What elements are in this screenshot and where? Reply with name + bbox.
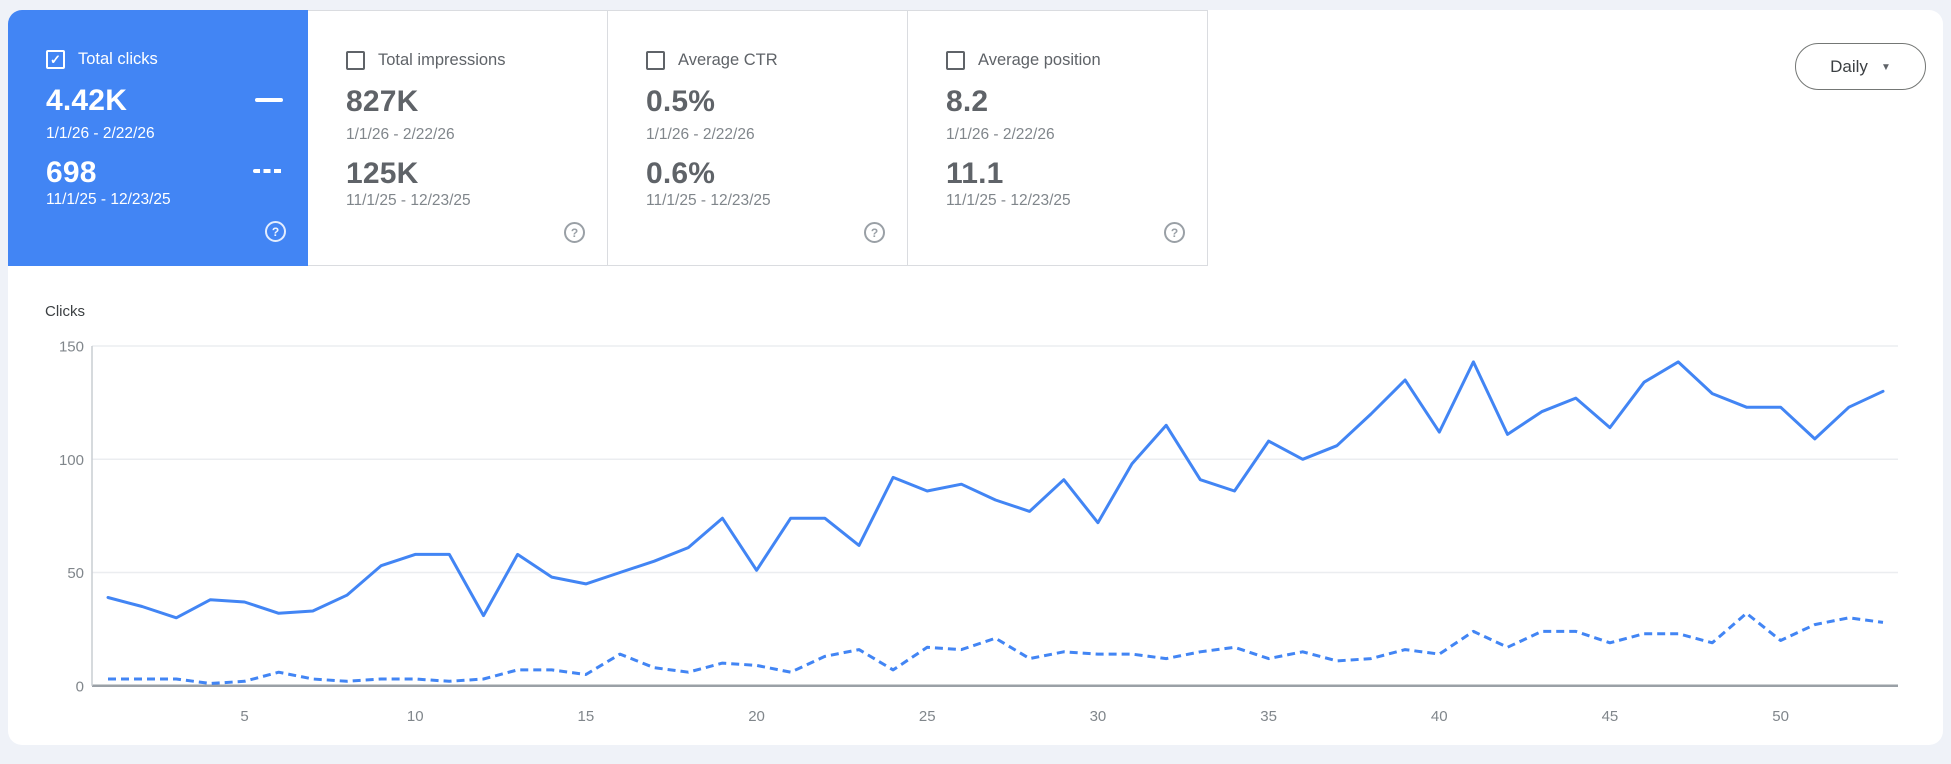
performance-panel: ✓ Total clicks 4.42K 1/1/26 - 2/22/26 69… <box>8 10 1943 745</box>
card-header: ✓ Total clicks <box>46 50 158 69</box>
granularity-dropdown[interactable]: Daily ▼ <box>1795 43 1926 90</box>
metric-value-current: 0.5% <box>646 85 716 118</box>
svg-text:50: 50 <box>1772 708 1789 725</box>
svg-text:40: 40 <box>1431 708 1448 725</box>
svg-text:45: 45 <box>1602 708 1619 725</box>
metric-value-previous: 125K <box>346 157 419 190</box>
clicks-line-chart[interactable]: 0 50 100 150 5 10 15 20 25 30 35 40 45 50 <box>38 336 1918 736</box>
svg-text:35: 35 <box>1260 708 1277 725</box>
metric-range-current: 1/1/26 - 2/22/26 <box>946 126 1055 143</box>
svg-text:50: 50 <box>67 565 84 582</box>
metric-card-total-clicks[interactable]: ✓ Total clicks 4.42K 1/1/26 - 2/22/26 69… <box>8 10 308 266</box>
card-label: Average position <box>978 51 1101 69</box>
checkbox-unchecked-icon[interactable] <box>946 51 965 70</box>
svg-text:15: 15 <box>578 708 595 725</box>
svg-text:25: 25 <box>919 708 936 725</box>
metric-value-previous: 698 <box>46 156 97 189</box>
metric-card-average-ctr[interactable]: Average CTR 0.5% 1/1/26 - 2/22/26 0.6% 1… <box>608 10 908 266</box>
help-icon[interactable]: ? <box>564 222 585 243</box>
svg-text:100: 100 <box>59 452 84 469</box>
metric-value-previous: 0.6% <box>646 157 716 190</box>
svg-text:10: 10 <box>407 708 424 725</box>
svg-text:150: 150 <box>59 339 84 356</box>
help-icon[interactable]: ? <box>864 222 885 243</box>
svg-text:30: 30 <box>1090 708 1107 725</box>
card-label: Total clicks <box>78 50 158 68</box>
metric-value-current: 4.42K <box>46 84 128 117</box>
help-icon[interactable]: ? <box>265 221 286 242</box>
solid-line-legend-icon <box>255 98 283 102</box>
metric-range-previous: 11/1/25 - 12/23/25 <box>46 191 171 208</box>
series-solid-line <box>106 360 1885 620</box>
card-label: Total impressions <box>378 51 506 69</box>
metric-range-previous: 11/1/25 - 12/23/25 <box>346 192 471 209</box>
metric-range-previous: 11/1/25 - 12/23/25 <box>946 192 1071 209</box>
card-header: Total impressions <box>346 51 505 70</box>
metric-range-current: 1/1/26 - 2/22/26 <box>346 126 455 143</box>
metric-range-current: 1/1/26 - 2/22/26 <box>646 126 755 143</box>
card-header: Average CTR <box>646 51 778 70</box>
card-label: Average CTR <box>678 51 778 69</box>
card-header: Average position <box>946 51 1101 70</box>
metric-range-previous: 11/1/25 - 12/23/25 <box>646 192 771 209</box>
checkbox-unchecked-icon[interactable] <box>646 51 665 70</box>
help-icon[interactable]: ? <box>1164 222 1185 243</box>
metric-card-total-impressions[interactable]: Total impressions 827K 1/1/26 - 2/22/26 … <box>308 10 608 266</box>
series-dashed-line <box>108 611 1884 685</box>
checkbox-unchecked-icon[interactable] <box>346 51 365 70</box>
metric-cards-row: ✓ Total clicks 4.42K 1/1/26 - 2/22/26 69… <box>8 10 1208 266</box>
metric-value-previous: 11.1 <box>946 157 1004 190</box>
granularity-label: Daily <box>1830 56 1868 76</box>
svg-text:5: 5 <box>240 708 248 725</box>
dashed-line-legend-icon <box>253 169 283 173</box>
checkbox-checked-icon[interactable]: ✓ <box>46 50 65 69</box>
metric-value-current: 8.2 <box>946 85 989 118</box>
check-icon: ✓ <box>50 52 61 67</box>
svg-text:0: 0 <box>76 678 84 695</box>
chart-axis-title: Clicks <box>45 303 85 320</box>
metric-range-current: 1/1/26 - 2/22/26 <box>46 125 155 142</box>
svg-text:20: 20 <box>748 708 765 725</box>
metric-card-average-position[interactable]: Average position 8.2 1/1/26 - 2/22/26 11… <box>908 10 1208 266</box>
metric-value-current: 827K <box>346 85 419 118</box>
chevron-down-icon: ▼ <box>1880 62 1891 73</box>
